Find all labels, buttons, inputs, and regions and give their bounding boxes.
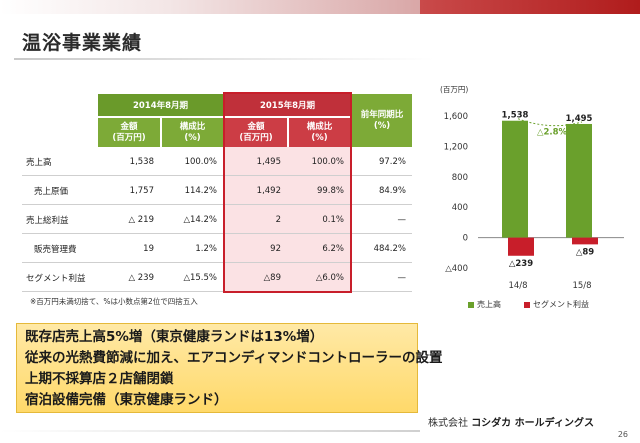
cell-yoy: 84.9% xyxy=(378,185,406,196)
highlight-line-3: 上期不採算店２店舗閉鎖 xyxy=(25,371,174,387)
header-2015-amount: 金額 (百万円) xyxy=(225,118,287,147)
bar-sales xyxy=(502,120,528,238)
bar-value-label: △239 xyxy=(509,259,533,269)
header-2014-ratio: 構成比 (%) xyxy=(162,118,223,147)
page-number: 26 xyxy=(617,430,628,439)
bar-value-label: 1,495 xyxy=(566,114,593,124)
cell-r15: 100.0% xyxy=(311,156,344,167)
header-2015-ratio: 構成比 (%) xyxy=(289,118,350,147)
cell-yoy: 97.2% xyxy=(378,156,406,167)
cell-r14: 114.2% xyxy=(184,185,217,196)
row-divider xyxy=(22,175,412,176)
legend-sales-swatch xyxy=(468,301,474,308)
x-tick-label: 15/8 xyxy=(572,281,591,291)
x-tick-label: 14/8 xyxy=(508,281,527,291)
cell-a15: △89 xyxy=(263,272,281,283)
y-tick-label: 400 xyxy=(452,203,468,213)
y-tick-label: △400 xyxy=(445,264,468,274)
bar-value-label: 1,538 xyxy=(502,111,529,121)
cell-a14: △ 219 xyxy=(128,214,154,225)
page-title: 温浴事業業績 xyxy=(22,32,143,54)
row-label: 売上高 xyxy=(26,157,52,168)
header-2014-amount: 金額 (百万円) xyxy=(98,118,160,147)
change-annotation-label: △2.8% xyxy=(537,128,568,138)
cell-a14: 19 xyxy=(143,243,154,254)
cell-yoy: — xyxy=(397,272,407,283)
legend-profit-label: セグメント利益 xyxy=(533,300,589,309)
cell-r15: △6.0% xyxy=(315,272,344,283)
row-label: 売上原価 xyxy=(34,186,69,197)
cell-a15: 1,495 xyxy=(256,156,281,167)
cell-r14: △14.2% xyxy=(183,214,217,225)
cell-r15: 0.1% xyxy=(322,214,344,225)
header-2014: 2014年8月期 xyxy=(98,94,223,116)
row-label: 売上総利益 xyxy=(26,215,69,226)
highlights-box: 既存店売上高5%増（東京健康ランドは13%増） 従来の光熱費節減に加え、エアコン… xyxy=(16,323,443,413)
legend-profit: セグメント利益 xyxy=(524,299,589,310)
cell-a15: 1,492 xyxy=(256,185,281,196)
chart-unit-label: (百万円) xyxy=(440,85,469,94)
cell-yoy: 484.2% xyxy=(373,243,406,254)
row-divider xyxy=(22,262,412,263)
y-tick-label: 1,200 xyxy=(444,142,468,152)
y-tick-label: 800 xyxy=(452,173,468,183)
bar-sales xyxy=(566,123,592,238)
highlight-line-4: 宿泊設備完備（東京健康ランド） xyxy=(25,392,228,408)
highlight-line-1: 既存店売上高5%増（東京健康ランドは13%増） xyxy=(25,329,324,345)
footer-line xyxy=(0,430,420,432)
header-yoy: 前年同期比 (%) xyxy=(352,94,412,147)
cell-r14: △15.5% xyxy=(183,272,217,283)
highlight-2015-body xyxy=(225,147,350,291)
company-logo: 株式会社 コシダカ ホールディングス xyxy=(428,418,594,429)
row-divider xyxy=(22,204,412,205)
header-2015: 2015年8月期 xyxy=(225,94,350,116)
legend-profit-swatch xyxy=(524,301,530,308)
legend-sales-label: 売上高 xyxy=(477,300,501,309)
change-annotation-line xyxy=(517,118,583,127)
y-tick-label: 1,600 xyxy=(444,112,468,122)
sales-profit-chart: 1,600 1,200 800 400 0 △400 1,538 1,495 △239 △89 14… xyxy=(444,111,624,291)
cell-r14: 100.0% xyxy=(184,156,217,167)
cell-a15: 2 xyxy=(275,214,281,225)
title-underline xyxy=(14,58,434,60)
bar-profit xyxy=(572,237,598,245)
cell-yoy: — xyxy=(397,214,407,225)
cell-r15: 99.8% xyxy=(316,185,344,196)
cell-a15: 92 xyxy=(270,243,281,254)
cell-a14: 1,538 xyxy=(129,156,154,167)
cell-a14: 1,757 xyxy=(129,185,154,196)
legend-sales: 売上高 xyxy=(468,299,501,310)
y-tick-label: 0 xyxy=(463,234,468,244)
row-divider xyxy=(22,291,412,292)
highlight-2015-frame xyxy=(223,92,352,293)
row-divider xyxy=(22,233,412,234)
bar-profit xyxy=(508,237,534,256)
cell-a14: △ 239 xyxy=(128,272,154,283)
cell-r15: 6.2% xyxy=(322,243,344,254)
table-footnote: ※百万円未満切捨て、%は小数点第2位で四捨五入 xyxy=(30,297,198,306)
highlight-line-2: 従来の光熱費節減に加え、エアコンディマンドコントローラーの設置 xyxy=(25,350,443,366)
top-banner xyxy=(0,0,640,14)
row-label: セグメント利益 xyxy=(26,273,86,284)
row-label: 販売管理費 xyxy=(34,244,77,255)
bar-value-label: △89 xyxy=(576,247,594,257)
cell-r14: 1.2% xyxy=(195,243,217,254)
